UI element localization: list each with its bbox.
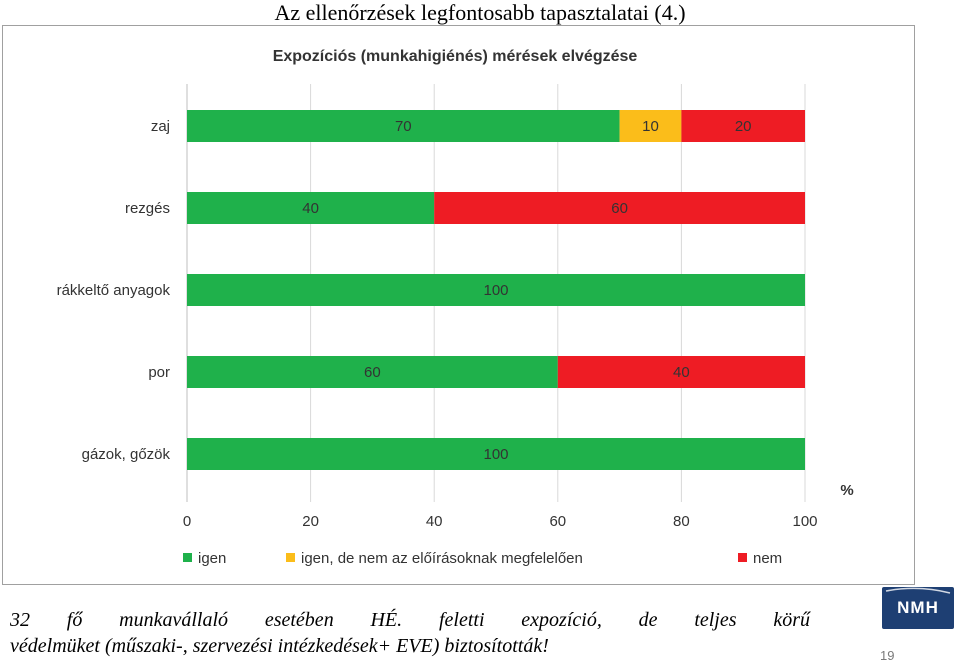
- data-label: 20: [735, 118, 752, 135]
- x-tick-label: 0: [183, 513, 191, 530]
- category-label: rákkeltő anyagok: [57, 282, 171, 299]
- bar-segment: [187, 356, 558, 388]
- data-label: 40: [302, 200, 319, 217]
- legend-swatch: [183, 553, 192, 562]
- unit-label: %: [840, 482, 853, 499]
- bar-segment: [619, 110, 682, 142]
- bar-segment: [187, 110, 620, 142]
- data-label: 100: [483, 446, 508, 463]
- logo-text: NMH: [897, 598, 939, 617]
- category-labels: zaj rezgés rákkeltő anyagok por gázok, gőzök: [57, 118, 171, 463]
- data-label: 70: [395, 118, 412, 135]
- data-label: 100: [483, 282, 508, 299]
- data-label: 40: [673, 364, 690, 381]
- chart-title: Expozíciós (munkahigiénés) mérések elvég…: [273, 48, 638, 65]
- x-tick-label: 80: [673, 513, 690, 530]
- legend: igen igen, de nem az előírásoknak megfele…: [183, 550, 782, 567]
- x-tick-label: 20: [302, 513, 319, 530]
- bar-segment: [557, 356, 805, 388]
- slide-title: Az ellenőrzések legfontosabb tapasztalat…: [274, 0, 686, 25]
- footer-text: 32 fő munkavállaló esetében HÉ. feletti …: [10, 607, 810, 659]
- footer-line-1: 32 fő munkavállaló esetében HÉ. feletti …: [10, 609, 810, 631]
- stacked-bar-chart: Expozíciós (munkahigiénés) mérések elvég…: [57, 48, 854, 567]
- legend-label: igen: [198, 550, 226, 567]
- category-label: zaj: [151, 118, 170, 135]
- bar-segment: [187, 438, 805, 470]
- nmh-logo: NMH: [882, 587, 954, 629]
- x-axis-ticks: 0 20 40 60 80 100: [183, 513, 818, 530]
- category-label: por: [148, 364, 170, 381]
- x-tick-label: 100: [792, 513, 817, 530]
- category-label: gázok, gőzök: [82, 446, 171, 463]
- bar-segment: [434, 192, 805, 224]
- data-label: 60: [611, 200, 628, 217]
- legend-label: nem: [753, 550, 782, 567]
- logo-swoosh-icon: [885, 587, 951, 594]
- bar-segment: [681, 110, 805, 142]
- page-number: 19: [880, 648, 895, 663]
- legend-swatch: [738, 553, 747, 562]
- bar-segment: [187, 274, 805, 306]
- data-label: 60: [364, 364, 381, 381]
- chart-frame: Expozíciós (munkahigiénés) mérések elvég…: [2, 25, 915, 585]
- legend-swatch: [286, 553, 295, 562]
- x-tick-label: 60: [549, 513, 566, 530]
- bars: 70 10 20 40 60 100 60 40 100: [187, 110, 805, 470]
- data-label: 10: [642, 118, 659, 135]
- x-tick-label: 40: [426, 513, 443, 530]
- legend-label: igen, de nem az előírásoknak megfelelően: [301, 550, 583, 567]
- bar-segment: [187, 192, 435, 224]
- category-label: rezgés: [125, 200, 170, 217]
- footer-line-2: védelmüket (műszaki-, szervezési intézke…: [10, 635, 549, 657]
